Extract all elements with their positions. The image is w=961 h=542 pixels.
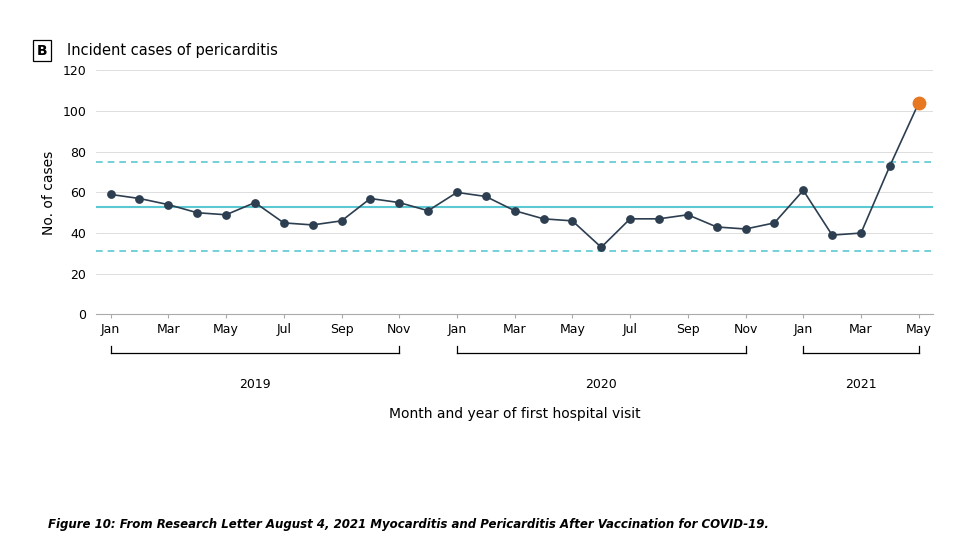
Point xyxy=(824,231,839,240)
Point xyxy=(535,215,551,223)
Point xyxy=(708,223,724,231)
Point xyxy=(132,194,147,203)
Y-axis label: No. of cases: No. of cases xyxy=(41,150,56,235)
Point xyxy=(881,162,897,170)
Point xyxy=(391,198,407,207)
Point xyxy=(852,229,868,237)
Point xyxy=(276,218,291,227)
Point xyxy=(420,207,435,215)
Point xyxy=(362,194,378,203)
Text: Figure 10: From Research Letter August 4, 2021 Myocarditis and Pericarditis Afte: Figure 10: From Research Letter August 4… xyxy=(48,518,768,531)
Point xyxy=(622,215,637,223)
Point xyxy=(593,243,608,251)
Point xyxy=(189,209,205,217)
Point xyxy=(218,210,234,219)
Point xyxy=(478,192,493,201)
Point xyxy=(247,198,262,207)
Point xyxy=(506,207,522,215)
Point xyxy=(651,215,666,223)
Point xyxy=(737,224,752,233)
Point xyxy=(795,186,810,195)
Point xyxy=(305,221,320,229)
Point xyxy=(564,217,579,225)
Point xyxy=(910,99,925,107)
Text: 2020: 2020 xyxy=(584,378,617,391)
Text: 2021: 2021 xyxy=(845,378,875,391)
Point xyxy=(103,190,118,199)
Point xyxy=(449,188,464,197)
Point xyxy=(679,210,695,219)
Text: 2019: 2019 xyxy=(239,378,270,391)
Point xyxy=(160,201,176,209)
Text: Month and year of first hospital visit: Month and year of first hospital visit xyxy=(388,407,640,421)
Text: Incident cases of pericarditis: Incident cases of pericarditis xyxy=(67,43,278,59)
Text: B: B xyxy=(37,44,47,58)
Point xyxy=(333,217,349,225)
Point xyxy=(766,218,781,227)
